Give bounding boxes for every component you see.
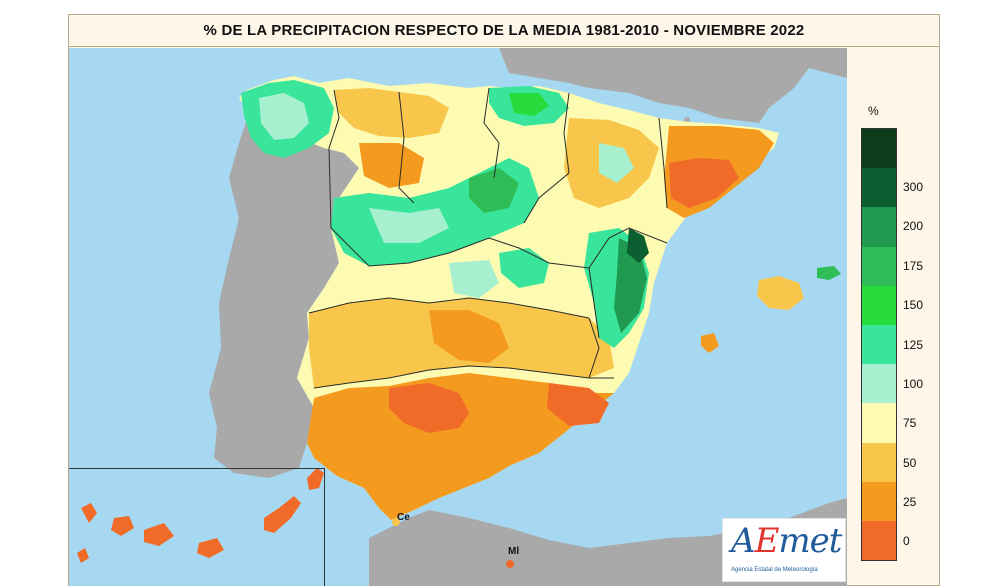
ceuta-marker (392, 518, 400, 526)
region-very-dry-almeria (547, 383, 609, 426)
region-very-wet-basque (509, 93, 549, 116)
legend-label: 50 (903, 455, 917, 470)
aemet-logo-wordmark: AEmet (731, 521, 842, 561)
legend-unit: % (868, 104, 879, 118)
legend-label: 25 (903, 494, 917, 509)
legend-swatch-top (862, 129, 896, 169)
legend-swatch (862, 442, 896, 482)
legend-swatch (862, 324, 896, 365)
region-dry-south (307, 373, 614, 520)
region-extreme-valencia (627, 228, 649, 263)
aemet-logo: AEmet Agencia Estatal de Meteorología (722, 518, 846, 582)
canary-island-7 (77, 548, 89, 563)
region-normal-galicia (259, 93, 309, 140)
canary-island-5 (264, 496, 301, 533)
ibiza-island (701, 333, 719, 353)
france-land (499, 48, 847, 123)
legend-swatch (862, 168, 896, 208)
region-very-dry-catalonia (669, 158, 739, 208)
region-very-dry-south (389, 383, 469, 433)
canary-island-1 (81, 503, 97, 523)
region-normal-aragon (599, 143, 634, 183)
legend-swatch (862, 403, 896, 443)
canary-island-3 (144, 523, 174, 546)
ceuta-label: Ce (397, 512, 410, 523)
aemet-logo-subtitle: Agencia Estatal de Meteorología (731, 567, 818, 573)
menorca-island (817, 266, 841, 280)
region-normal-madrid (449, 260, 499, 298)
legend-label: 175 (903, 258, 924, 273)
legend-swatch (862, 520, 896, 561)
legend-swatch (862, 364, 896, 404)
mallorca-island (757, 276, 804, 310)
region-below-north (334, 88, 449, 138)
portugal-land (209, 113, 359, 478)
region-wet-madrid (499, 248, 549, 288)
legend-label: 200 (903, 219, 924, 234)
legend-label: 100 (903, 376, 924, 391)
canary-island-2 (111, 516, 134, 536)
canary-island-6 (307, 468, 324, 490)
legend-label: 300 (903, 180, 924, 195)
region-dry-north (359, 143, 424, 188)
legend-swatch (862, 481, 896, 521)
andorra-land (684, 117, 690, 123)
legend-swatch (862, 246, 896, 286)
legend-label: 75 (903, 416, 917, 431)
map-canvas (69, 48, 847, 586)
region-dry-center (429, 310, 509, 363)
legend-label: 150 (903, 298, 924, 313)
region-normal-castilla (369, 208, 449, 243)
legend-swatch (862, 207, 896, 247)
region-borders (308, 87, 668, 389)
legend-label: 0 (903, 534, 910, 549)
precipitation-map (69, 48, 847, 586)
canary-island-4 (197, 538, 224, 558)
legend-label: 125 (903, 337, 924, 352)
melilla-marker (506, 560, 514, 568)
melilla-label: Ml (508, 546, 520, 557)
map-title: % DE LA PRECIPITACION RESPECTO DE LA MED… (68, 14, 940, 47)
legend: % 300 200 175 150 125 100 75 50 25 0 (848, 48, 939, 586)
legend-swatch (862, 285, 896, 325)
legend-color-bar (861, 128, 897, 561)
region-wetter-castilla (469, 168, 519, 213)
